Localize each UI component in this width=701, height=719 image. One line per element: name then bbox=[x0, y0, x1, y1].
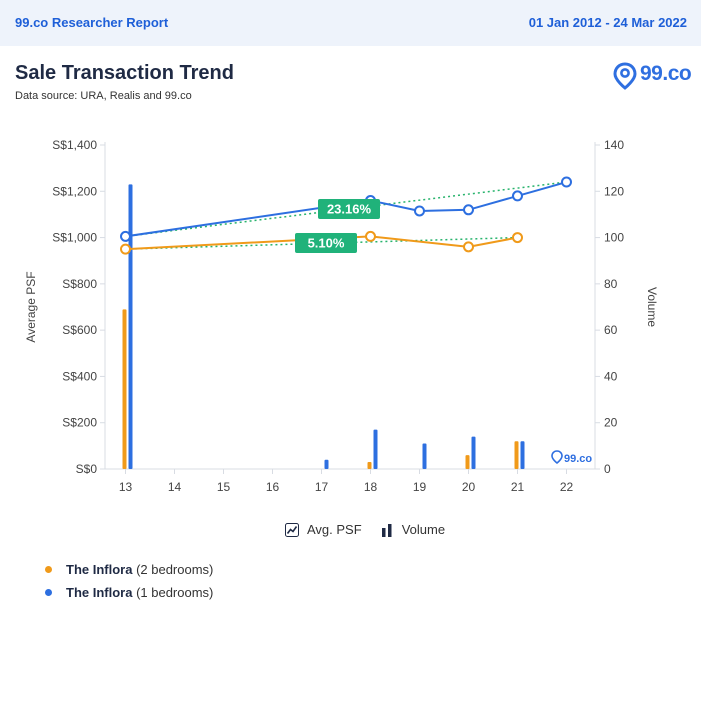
bar-chart-icon[interactable] bbox=[380, 523, 394, 537]
volume-bar bbox=[471, 436, 476, 469]
avg-psf-point bbox=[120, 230, 131, 242]
series-name: The Inflora bbox=[66, 585, 133, 600]
x-tick-label: 22 bbox=[560, 480, 574, 494]
brand-logo-icon bbox=[613, 62, 637, 90]
brand-name: 99.co bbox=[640, 62, 692, 85]
volume-bar bbox=[422, 443, 427, 469]
avg-psf-point bbox=[512, 190, 523, 202]
trend-badge bbox=[318, 199, 380, 219]
date-range: 01 Jan 2012 - 24 Mar 2022 bbox=[528, 15, 687, 30]
avg-psf-point bbox=[463, 241, 474, 253]
trend-badge bbox=[295, 233, 357, 253]
y2-tick-label: 60 bbox=[604, 323, 618, 337]
y-axis-title: Average PSF bbox=[24, 271, 38, 342]
y2-tick-label: 40 bbox=[604, 369, 618, 383]
x-tick-label: 19 bbox=[413, 480, 427, 494]
y2-tick-label: 80 bbox=[604, 277, 618, 291]
avg-psf-point bbox=[120, 243, 131, 255]
volume-bar bbox=[128, 184, 133, 469]
series-name: The Inflora bbox=[66, 562, 133, 577]
watermark-pin-icon bbox=[551, 450, 563, 465]
series-detail: (2 bedrooms) bbox=[132, 562, 214, 577]
y2-tick-label: 120 bbox=[604, 184, 624, 198]
data-source-note: Data source: URA, Realis and 99.co bbox=[15, 90, 192, 102]
y2-axis-title: Volume bbox=[645, 287, 659, 327]
report-header-bar: 99.co Researcher Report 01 Jan 2012 - 24… bbox=[0, 0, 701, 46]
series-color-dot bbox=[45, 589, 52, 596]
sale-transaction-chart: S$0 0 S$200 20 S$400 40 S$600 60 S$800 80 S$1,000 1… bbox=[24, 138, 659, 494]
y-tick-label: S$1,400 bbox=[52, 138, 97, 152]
line-chart-icon[interactable] bbox=[285, 522, 299, 537]
avg-psf-point bbox=[414, 205, 425, 217]
x-tick-label: 20 bbox=[462, 480, 476, 494]
y-tick-label: S$0 bbox=[76, 462, 98, 476]
x-tick-label: 13 bbox=[119, 480, 133, 494]
avg-psf-point bbox=[512, 232, 523, 244]
legend-volume-label[interactable]: Volume bbox=[401, 522, 446, 537]
y-tick-label: S$1,200 bbox=[52, 184, 97, 198]
trend-line bbox=[125, 181, 567, 238]
series-detail: (1 bedrooms) bbox=[132, 585, 214, 600]
trend-percentage-label: 23.16% bbox=[327, 202, 372, 217]
avg-psf-point bbox=[463, 204, 474, 216]
x-tick-label: 21 bbox=[511, 480, 525, 494]
avg-psf-point bbox=[365, 230, 376, 242]
volume-bar bbox=[514, 441, 519, 469]
chart-legend: Avg. PSF Volume bbox=[285, 522, 445, 537]
y2-tick-label: 140 bbox=[604, 138, 624, 152]
x-tick-label: 15 bbox=[217, 480, 231, 494]
report-label: 99.co Researcher Report bbox=[15, 15, 169, 30]
series-legend-item[interactable]: The Inflora (1 bedrooms) bbox=[45, 581, 213, 604]
y-tick-label: S$800 bbox=[62, 277, 97, 291]
volume-bar bbox=[373, 429, 378, 469]
y-tick-label: S$1,000 bbox=[52, 231, 97, 245]
x-tick-label: 17 bbox=[315, 480, 329, 494]
volume-bar bbox=[367, 462, 372, 469]
series-legend-item[interactable]: The Inflora (2 bedrooms) bbox=[45, 558, 213, 581]
x-tick-label: 16 bbox=[266, 480, 280, 494]
series-color-dot bbox=[45, 566, 52, 573]
watermark-text: 99.co bbox=[564, 453, 592, 465]
x-tick-label: 18 bbox=[364, 480, 378, 494]
avg-psf-point bbox=[561, 176, 572, 188]
y-tick-label: S$200 bbox=[62, 416, 97, 430]
series-legend: The Inflora (2 bedrooms) The Inflora (1 … bbox=[45, 558, 213, 604]
y-tick-label: S$600 bbox=[62, 323, 97, 337]
y2-tick-label: 100 bbox=[604, 231, 624, 245]
avg-psf-line bbox=[125, 235, 518, 251]
legend-avg-psf-label[interactable]: Avg. PSF bbox=[307, 522, 362, 537]
volume-bar bbox=[520, 441, 525, 469]
y-tick-label: S$400 bbox=[62, 369, 97, 383]
volume-bar bbox=[324, 459, 329, 469]
y2-tick-label: 0 bbox=[604, 462, 611, 476]
volume-bar bbox=[465, 455, 470, 469]
x-tick-label: 14 bbox=[168, 480, 182, 494]
volume-bar bbox=[122, 309, 127, 469]
y2-tick-label: 20 bbox=[604, 416, 618, 430]
trend-percentage-label: 5.10% bbox=[308, 236, 345, 251]
chart-title: Sale Transaction Trend bbox=[15, 62, 234, 84]
